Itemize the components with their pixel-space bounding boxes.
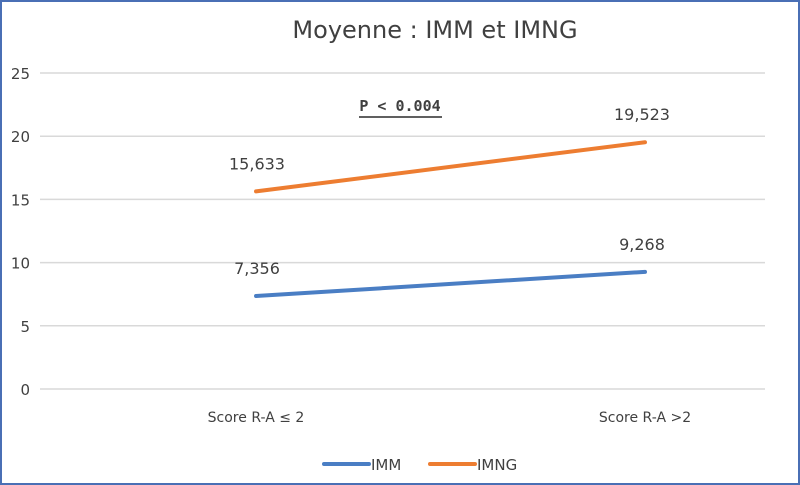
data-label: 7,356 [234, 259, 280, 278]
chart-title: Moyenne : IMM et IMNG [292, 16, 577, 44]
p-value-annotation: P < 0.004 [359, 97, 440, 115]
y-tick-label: 15 [11, 191, 30, 209]
x-tick-label: Score R-A ≤ 2 [208, 410, 305, 426]
y-tick-label: 0 [20, 381, 30, 399]
data-label: 9,268 [619, 235, 665, 254]
data-label: 15,633 [229, 154, 285, 173]
series-line-imng [254, 140, 647, 194]
legend-label: IMNG [477, 456, 517, 474]
data-label: 19,523 [614, 105, 670, 124]
series-line-imm [254, 269, 647, 299]
y-tick-label: 20 [11, 128, 30, 146]
legend-label: IMM [371, 456, 401, 474]
y-tick-label: 25 [11, 65, 30, 83]
y-tick-label: 10 [11, 255, 30, 273]
y-tick-label: 5 [20, 318, 30, 336]
x-tick-label: Score R-A >2 [599, 410, 691, 426]
